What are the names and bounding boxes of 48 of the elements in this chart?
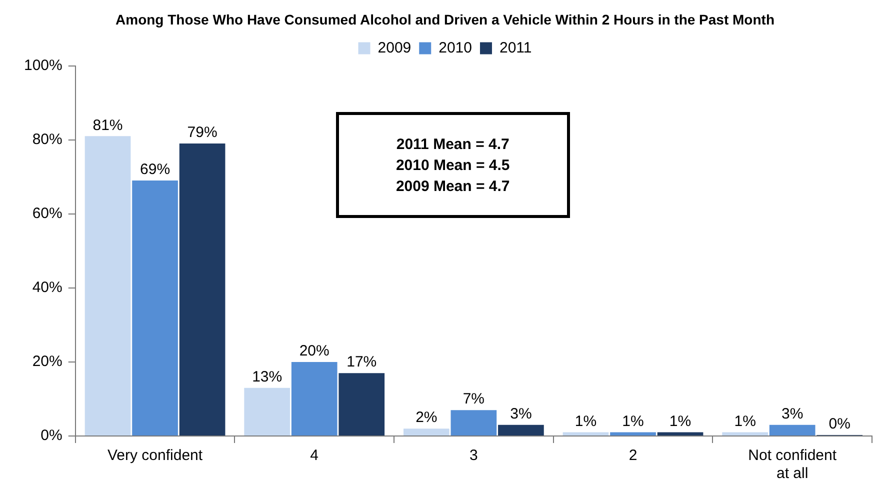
data-label: 2%	[416, 409, 438, 426]
bar	[244, 388, 290, 436]
annotation: 2010 Mean = 4.5	[396, 156, 510, 176]
legend-label: 2011	[499, 39, 532, 56]
bar	[610, 432, 656, 436]
bar	[403, 428, 450, 436]
chart-title: Among Those Who Have Consumed Alcohol and Driven a Vehicle Within 2 Hours in the Past Month	[116, 11, 774, 28]
data-label: 81%	[92, 116, 123, 134]
y-tick-label: 40%	[32, 279, 62, 296]
data-label: 17%	[346, 354, 377, 371]
data-label: 1%	[669, 412, 692, 430]
bar	[657, 432, 704, 436]
bar	[769, 424, 816, 436]
legend-label: 2009	[378, 39, 412, 56]
y-tick-label: 100%	[24, 56, 62, 74]
bar	[498, 424, 544, 436]
y-tick-label: 60%	[32, 205, 62, 222]
data-label: 1%	[574, 412, 597, 430]
y-tick-label: 0%	[40, 427, 62, 444]
data-label: 13%	[252, 368, 282, 386]
x-tick-label: Not confident at all	[748, 447, 838, 482]
bar	[450, 410, 497, 436]
legend-label: 2010	[438, 39, 472, 56]
data-label: 3%	[510, 406, 532, 423]
data-label: 69%	[140, 161, 170, 178]
data-label: 1%	[622, 412, 644, 430]
x-tick-label: Very confident	[107, 447, 204, 464]
annotation: 2009 Mean = 4.7	[396, 176, 510, 197]
data-label: 79%	[187, 124, 218, 142]
note-frame: 2011 Mean = 4.7 2010 Mean = 4.5 2009 Mean = 4.7	[336, 112, 570, 218]
bar	[338, 373, 385, 436]
bar	[84, 136, 131, 436]
bar	[291, 362, 338, 436]
data-label: 1%	[734, 412, 756, 430]
bar	[179, 144, 226, 436]
x-tick-label: 4	[310, 447, 319, 464]
bar	[562, 432, 609, 436]
x-tick-label: 2	[628, 447, 638, 464]
bar	[132, 180, 178, 436]
data-label: 0%	[828, 416, 850, 433]
annotation: 2011 Mean = 4.7	[396, 134, 510, 155]
x-tick-label: 3	[470, 447, 478, 464]
y-tick-label: 20%	[32, 353, 62, 370]
bar	[722, 432, 768, 436]
data-label: 3%	[781, 406, 804, 423]
data-label: 20%	[299, 342, 330, 360]
data-label: 7%	[462, 390, 485, 408]
y-tick-label: 80%	[32, 130, 62, 148]
